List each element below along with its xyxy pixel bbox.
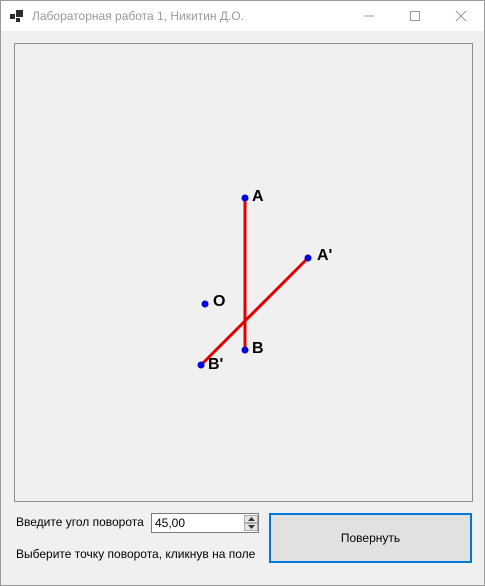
point-o — [201, 300, 209, 308]
rotate-button[interactable]: Повернуть — [269, 513, 472, 563]
angle-label: Введите угол поворота — [16, 515, 144, 529]
maximize-icon — [410, 11, 420, 21]
label-a: A — [252, 188, 264, 205]
angle-stepper[interactable] — [151, 513, 259, 533]
minimize-button[interactable] — [346, 1, 392, 31]
point-b-prime — [197, 361, 205, 369]
angle-input[interactable] — [152, 514, 240, 532]
drawing-field[interactable]: A B A' B' O — [14, 43, 473, 502]
chevron-down-icon — [247, 525, 255, 529]
point-b — [241, 346, 249, 354]
drawing-canvas[interactable]: A B A' B' O — [15, 44, 472, 501]
label-b: B — [252, 340, 264, 357]
close-button[interactable] — [438, 1, 484, 31]
point-a — [241, 194, 249, 202]
maximize-button[interactable] — [392, 1, 438, 31]
label-b-prime: B' — [208, 356, 223, 373]
spin-down-button[interactable] — [244, 523, 258, 531]
label-o: O — [213, 293, 225, 310]
minimize-icon — [364, 15, 374, 17]
point-a-prime — [304, 254, 312, 262]
chevron-up-icon — [247, 517, 255, 521]
spin-up-button[interactable] — [244, 515, 258, 523]
app-icon — [10, 9, 24, 23]
title-bar: Лабораторная работа 1, Никитин Д.О. — [1, 1, 484, 31]
close-icon — [455, 10, 467, 22]
rotation-point-hint: Выберите точку поворота, кликнув на поле — [16, 547, 256, 561]
segment-ab-rotated — [199, 256, 310, 367]
label-a-prime: A' — [317, 247, 332, 264]
window-title: Лабораторная работа 1, Никитин Д.О. — [32, 9, 244, 23]
